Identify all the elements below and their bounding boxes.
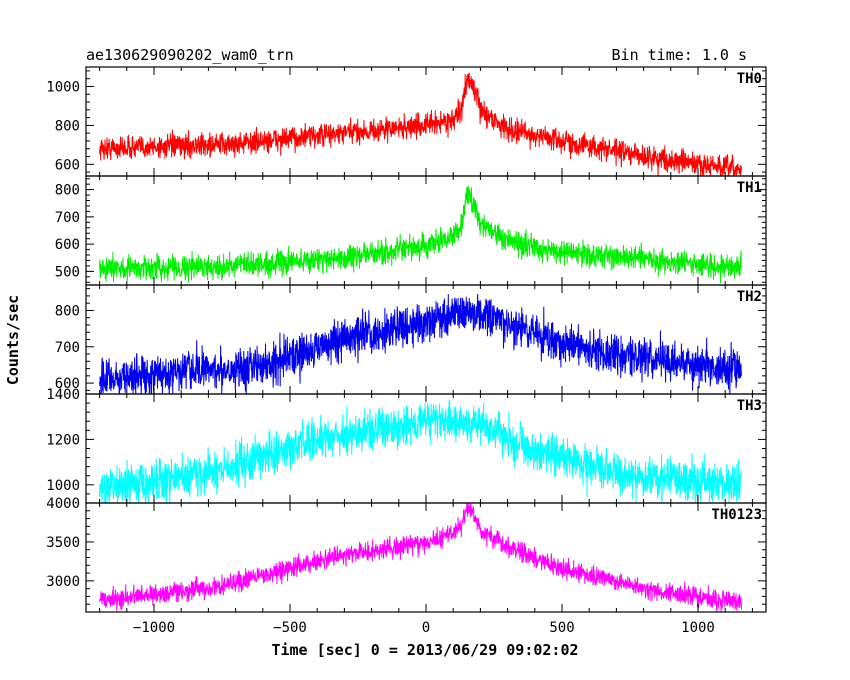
series-line-th2 [99,293,743,394]
x-tick-label: −500 [273,620,307,636]
y-tick-label: 800 [55,183,80,199]
y-tick-label: 800 [55,303,80,319]
x-tick-label: −1000 [133,620,175,636]
series-line-th3 [99,399,742,503]
y-tick-label: 600 [55,157,80,173]
y-tick-label: 4000 [46,496,80,512]
panel-label-th0123: TH0123 [711,507,762,523]
y-tick-label: 1200 [46,432,80,448]
y-tick-label: 500 [55,264,80,280]
x-tick-label: 1000 [681,620,715,636]
panel-label-th1: TH1 [737,180,762,196]
y-tick-label: 1400 [46,387,80,403]
x-axis: −1000 −500 0 500 1000 [133,620,715,636]
panels: 600 800 1000 TH0 500 600 700 800 TH1 600 700 800 TH2… [46,66,767,613]
panel-label-th0: TH0 [737,71,762,87]
series-line-th1 [99,185,742,284]
panel-th0123: 3000 3500 4000 TH0123 [46,496,767,613]
y-axis-label: Counts/sec [4,295,22,385]
y-tick-label: 3500 [46,535,80,551]
x-axis-label: Time [sec] 0 = 2013/06/29 09:02:02 [271,641,578,659]
y-tick-label: 800 [55,118,80,134]
bin-time-label: Bin time: 1.0 s [612,46,747,64]
panel-th0: 600 800 1000 TH0 [46,66,767,177]
series-line-th0 [99,72,743,176]
x-tick-label: 0 [422,620,430,636]
y-tick-label: 1000 [46,478,80,494]
panel-frame [85,284,767,395]
chart-title: ae130629090202_wam0_trn [86,46,294,64]
panel-label-th3: TH3 [737,398,762,414]
panel-th1: 500 600 700 800 TH1 [55,175,767,286]
panel-label-th2: TH2 [737,289,762,305]
y-tick-label: 600 [55,237,80,253]
y-tick-label: 600 [55,376,80,392]
y-tick-label: 1000 [46,79,80,95]
y-tick-label: 700 [55,210,80,226]
panel-th3: 1000 1200 1400 TH3 [46,387,767,504]
y-tick-label: 700 [55,340,80,356]
series-line-th0123 [99,503,743,612]
x-tick-label: 500 [549,620,574,636]
panel-th2: 600 700 800 TH2 [55,284,767,395]
y-tick-label: 3000 [46,574,80,590]
